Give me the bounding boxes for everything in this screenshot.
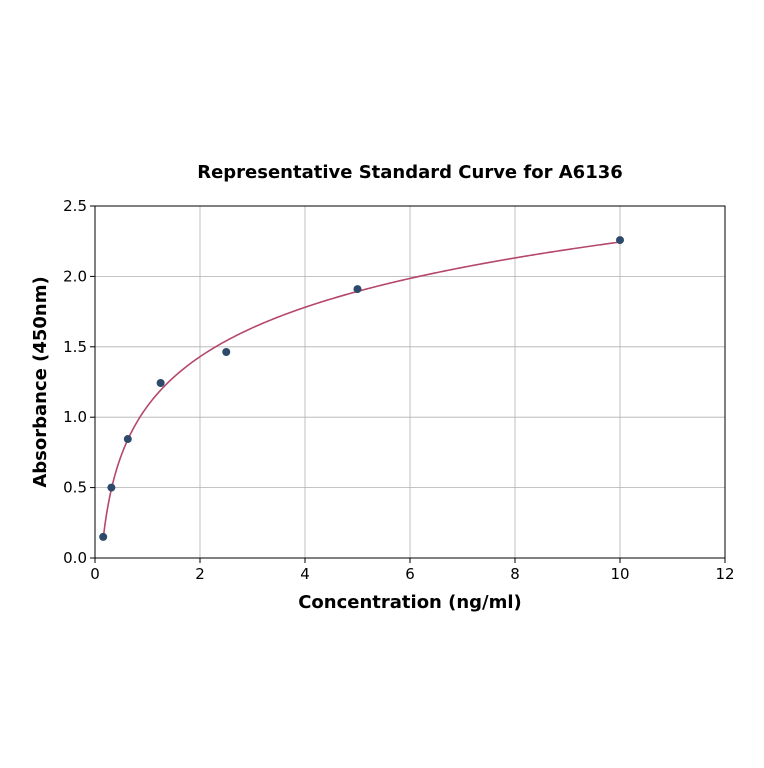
data-point	[616, 236, 624, 245]
data-point	[353, 285, 362, 294]
y-tick-label: 1.5	[63, 338, 87, 356]
y-tick-label: 1.0	[63, 408, 87, 426]
y-tick-label: 2.5	[63, 197, 87, 215]
data-point	[222, 348, 231, 357]
data-points	[99, 236, 624, 541]
data-point	[156, 378, 165, 387]
x-tick-label: 2	[195, 565, 205, 583]
chart-title: Representative Standard Curve for A6136	[197, 162, 623, 183]
x-tick-label: 6	[405, 565, 415, 583]
plot-frame	[94, 205, 726, 559]
y-tick-label: 2.0	[63, 267, 87, 285]
grid	[94, 205, 726, 559]
x-tick-label: 4	[300, 565, 310, 583]
x-axis-label: Concentration (ng/ml)	[298, 592, 522, 613]
fit-curve	[102, 241, 621, 539]
axis-ticks: 0 2 4 6 8 10 12 0.0 0.5 1.0 1.5 2.0 2.5	[63, 197, 734, 583]
x-tick-label: 8	[510, 565, 520, 583]
x-tick-label: 10	[610, 565, 629, 583]
y-tick-label: 0.0	[63, 549, 87, 567]
x-tick-label: 12	[715, 565, 734, 583]
x-tick-label: 0	[90, 565, 100, 583]
data-point	[123, 435, 132, 444]
data-point	[99, 532, 108, 541]
data-point	[107, 483, 116, 492]
y-axis-label: Absorbance (450nm)	[30, 276, 51, 487]
y-tick-label: 0.5	[63, 479, 87, 497]
